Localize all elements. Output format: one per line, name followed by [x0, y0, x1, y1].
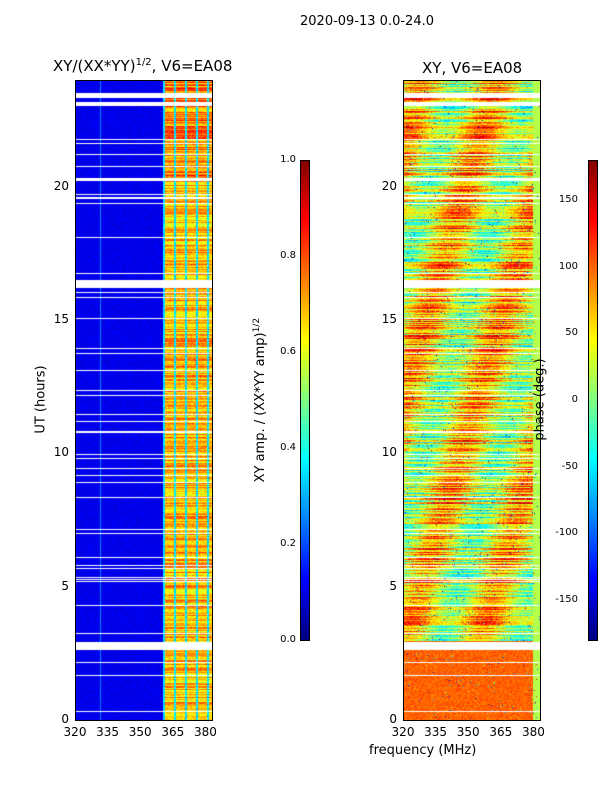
y-tick-label: 20: [53, 178, 69, 193]
y-tick-label: 20: [381, 178, 397, 193]
amp-heatmap: [75, 80, 212, 720]
x-tick-label: 335: [96, 725, 120, 739]
x-tick-label: 380: [194, 725, 217, 739]
y-tick-label: 0: [61, 712, 69, 726]
phase-colorbar: [588, 160, 597, 640]
x-tick-label: 320: [391, 725, 415, 739]
x-tick-label: 380: [522, 725, 545, 739]
figure-suptitle: 2020-09-13 0.0-24.0: [300, 14, 434, 29]
colorbar-tick-label: -100: [555, 527, 578, 539]
colorbar-tick-label: 50: [565, 327, 578, 339]
amp-title-sup: 1/2: [135, 57, 152, 68]
amp-title-text: XY/(XX*YY): [53, 57, 136, 75]
y-tick-label: 5: [389, 578, 397, 593]
x-tick-label: 350: [128, 725, 152, 739]
amp-plot-frame: [75, 80, 213, 721]
colorbar-tick-label: -50: [561, 460, 578, 472]
y-tick-label: 15: [381, 312, 397, 326]
x-tick-label: 365: [489, 725, 513, 739]
y-tick-label: 5: [61, 578, 69, 593]
x-tick-label: 320: [63, 725, 87, 739]
amp-colorbar: [300, 160, 309, 640]
amp-colorbar-frame: [300, 160, 310, 641]
colorbar-tick-label: 0.6: [280, 346, 296, 357]
colorbar-tick-label: 100: [558, 260, 578, 272]
colorbar-tick-label: 0: [571, 394, 578, 405]
colorbar-tick-label: 0.8: [280, 250, 296, 261]
x-tick-label: 335: [424, 725, 448, 739]
phase-heatmap: [403, 80, 540, 720]
colorbar-tick-label: 0.2: [280, 538, 296, 549]
colorbar-tick-label: 150: [558, 194, 578, 205]
phase-colorbar-frame: [588, 160, 598, 641]
phase-plot-title: XY, V6=EA08: [422, 59, 523, 77]
phase-colorbar-label: phase (deg.): [532, 358, 548, 441]
amp-title-suffix: , V6=EA08: [151, 57, 233, 75]
colorbar-tick-label: 0.4: [280, 442, 296, 453]
y-tick-label: 10: [53, 445, 69, 460]
colorbar-tick-label: -150: [555, 594, 578, 605]
amp-colorbar-label-text: XY amp. / (XX*YY amp): [253, 332, 269, 483]
y-tick-label: 10: [381, 445, 397, 460]
amp-plot-title: XY/(XX*YY)1/2, V6=EA08: [53, 57, 232, 75]
amp-ylabel: UT (hours): [33, 365, 49, 434]
xlabel: frequency (MHz): [369, 743, 477, 758]
colorbar-tick-label: 1.0: [280, 154, 296, 165]
y-tick-label: 15: [53, 312, 69, 326]
y-tick-label: 0: [389, 712, 397, 726]
x-tick-label: 365: [161, 725, 185, 739]
amp-colorbar-label-sup: 1/2: [251, 317, 262, 333]
phase-plot-frame: [403, 80, 541, 721]
colorbar-tick-label: 0.0: [280, 634, 296, 645]
x-tick-label: 350: [456, 725, 480, 739]
amp-colorbar-label: XY amp. / (XX*YY amp)1/2: [252, 310, 268, 490]
